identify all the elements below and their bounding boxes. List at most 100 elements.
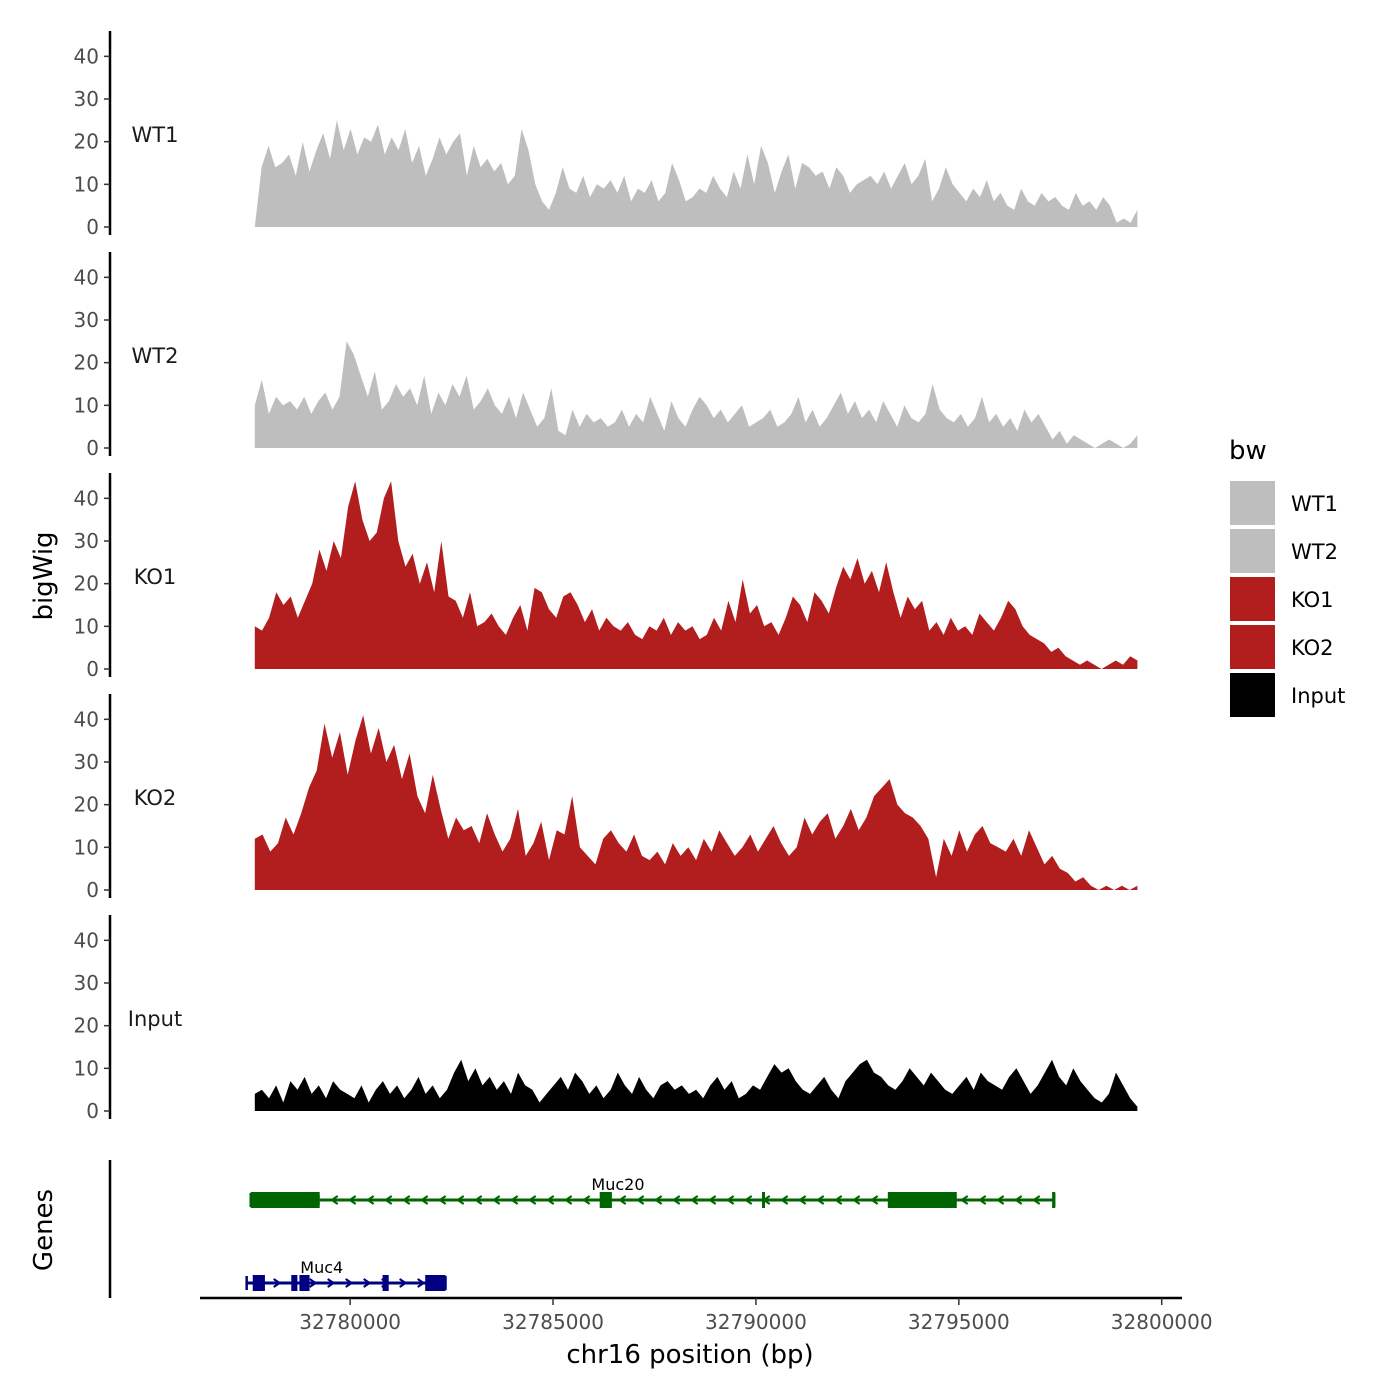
legend-label: KO1: [1291, 588, 1334, 612]
y-tick-label: 20: [74, 572, 99, 596]
strand-chevron: [399, 1278, 408, 1288]
strand-chevron: [419, 1195, 429, 1205]
strand-chevron: [473, 1195, 483, 1205]
legend-swatch: [1230, 577, 1275, 621]
strand-chevron: [653, 1195, 663, 1205]
strand-chevron: [725, 1195, 735, 1205]
signal-area-ko2: [254, 715, 1138, 890]
legend-item-wt1: WT1: [1230, 481, 1338, 525]
legend-item-ko2: KO2: [1230, 625, 1334, 669]
y-tick-label: 20: [74, 351, 99, 375]
strand-chevron: [995, 1195, 1005, 1205]
strand-chevron: [1013, 1195, 1023, 1205]
signal-area-input: [254, 1059, 1138, 1111]
y-tick-label: 30: [74, 750, 99, 774]
y-tick-label: 0: [86, 215, 99, 239]
y-tick-label: 10: [74, 835, 99, 859]
y-tick-label: 20: [74, 130, 99, 154]
gene-exon: [291, 1275, 298, 1291]
gene-exon: [382, 1275, 389, 1291]
legend-label: WT2: [1291, 540, 1338, 564]
strand-chevron: [345, 1278, 354, 1288]
track-wt1: 0 10 20 30 40 WT1: [74, 31, 1138, 239]
y-tick-label: 30: [74, 87, 99, 111]
track-label: WT1: [132, 123, 179, 147]
signal-area-wt1: [254, 120, 1138, 227]
x-tick-label: 32785000: [502, 1310, 604, 1334]
strand-chevron: [869, 1195, 879, 1205]
legend: bw WT1 WT2 KO1 KO2 Input: [1229, 436, 1345, 717]
track-label: KO1: [134, 565, 177, 589]
strand-chevron: [581, 1195, 591, 1205]
strand-chevron: [309, 1278, 318, 1288]
y-tick-label: 40: [74, 44, 99, 68]
y-tick-label: 40: [74, 928, 99, 952]
y-tick-label: 10: [74, 393, 99, 417]
x-tick-label: 32780000: [299, 1310, 401, 1334]
track-input: 0 10 20 30 40 Input: [74, 915, 1138, 1123]
gene-label: Muc20: [591, 1175, 644, 1194]
strand-chevron: [977, 1195, 987, 1205]
strand-chevron: [455, 1195, 465, 1205]
x-tick-label: 32795000: [908, 1310, 1010, 1334]
gene-label: Muc4: [300, 1258, 343, 1277]
strand-chevron: [417, 1278, 426, 1288]
strand-chevron: [959, 1195, 969, 1205]
strand-chevron: [1031, 1195, 1041, 1205]
strand-chevron: [437, 1195, 447, 1205]
strand-chevron: [563, 1195, 573, 1205]
legend-swatch: [1230, 625, 1275, 669]
y-tick-label: 20: [74, 1014, 99, 1038]
y-tick-label: 30: [74, 971, 99, 995]
strand-chevron: [671, 1195, 681, 1205]
x-axis-title: chr16 position (bp): [566, 1340, 813, 1370]
strand-chevron: [779, 1195, 789, 1205]
y-tick-label: 0: [86, 878, 99, 902]
gene-exon: [250, 1192, 320, 1208]
y-tick-label: 40: [74, 486, 99, 510]
gene-exon: [252, 1275, 265, 1291]
strand-chevron: [851, 1195, 861, 1205]
gene-exon: [299, 1275, 310, 1291]
gene-track: Muc20 Muc4: [108, 1160, 1056, 1298]
gene-exon: [1052, 1192, 1056, 1208]
strand-chevron: [365, 1195, 375, 1205]
strand-chevron: [743, 1195, 753, 1205]
legend-label: KO2: [1291, 636, 1334, 660]
signal-area-wt2: [254, 341, 1138, 448]
signal-area-ko1: [254, 481, 1138, 669]
y-tick-label: 40: [74, 265, 99, 289]
legend-item-wt2: WT2: [1230, 529, 1338, 573]
legend-swatch: [1230, 673, 1275, 717]
legend-label: WT1: [1291, 492, 1338, 516]
strand-chevron: [383, 1195, 393, 1205]
strand-chevron: [363, 1278, 372, 1288]
strand-chevron: [329, 1195, 339, 1205]
y-tick-label: 10: [74, 172, 99, 196]
x-tick-label: 32790000: [705, 1310, 807, 1334]
strand-chevron: [617, 1195, 627, 1205]
y-tick-label: 30: [74, 308, 99, 332]
y-tick-label: 40: [74, 707, 99, 731]
strand-chevron: [401, 1195, 411, 1205]
track-label: Input: [128, 1007, 182, 1031]
strand-chevron: [707, 1195, 717, 1205]
x-tick-label: 32800000: [1111, 1310, 1213, 1334]
y-tick-label: 0: [86, 657, 99, 681]
y-tick-label: 20: [74, 793, 99, 817]
legend-item-input: Input: [1230, 673, 1345, 717]
gene-exon: [425, 1275, 446, 1291]
gene-exon: [762, 1192, 766, 1208]
genes-axis-title: Genes: [29, 1189, 59, 1271]
strand-chevron: [509, 1195, 519, 1205]
gene-muc20: Muc20: [249, 1175, 1056, 1208]
gene-exon: [887, 1192, 957, 1208]
x-axis: 32780000 32785000 32790000 32795000 32800000: [200, 1296, 1213, 1334]
gene-muc4: Muc4: [245, 1258, 447, 1291]
legend-title: bw: [1229, 436, 1267, 466]
track-label: WT2: [132, 344, 179, 368]
track-label: KO2: [134, 786, 177, 810]
y-tick-label: 10: [74, 614, 99, 638]
y-tick-label: 30: [74, 529, 99, 553]
